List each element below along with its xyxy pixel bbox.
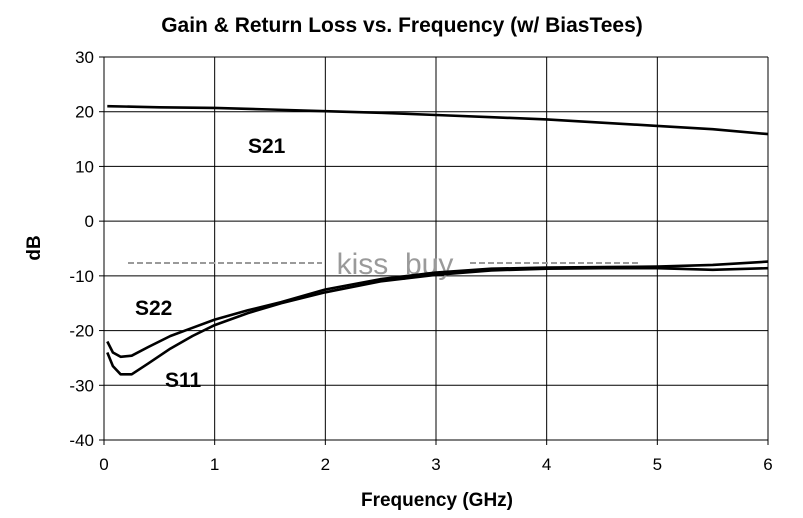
y-tick-label: 20: [75, 103, 94, 122]
y-axis-title: dB: [24, 235, 45, 260]
x-axis-ticks: 0 1 2 3 4 5 6: [99, 440, 773, 474]
x-axis-title: Frequency (GHz): [361, 490, 513, 511]
x-tick-label: 3: [431, 455, 440, 474]
x-tick-label: 5: [653, 455, 662, 474]
series-lines: [106, 104, 769, 376]
y-tick-label: -10: [69, 267, 94, 286]
x-tick-label: 6: [763, 455, 772, 474]
series-line-s21: [107, 104, 769, 136]
x-tick-label: 2: [321, 455, 330, 474]
chart-title: Gain & Return Loss vs. Frequency (w/ Bia…: [161, 14, 643, 37]
series-label-s22: S22: [135, 297, 172, 320]
series-label-s21: S21: [248, 135, 286, 158]
y-axis-ticks: -40 -30 -20 -10 0 10 20 30: [69, 48, 104, 450]
y-tick-label: 30: [75, 48, 94, 67]
x-tick-label: 0: [99, 455, 108, 474]
x-tick-label: 1: [210, 455, 219, 474]
x-tick-label: 4: [542, 455, 551, 474]
y-tick-label: 0: [85, 212, 94, 231]
y-tick-label: 10: [75, 157, 94, 176]
grid: [103, 56, 769, 441]
series-label-s11: S11: [165, 369, 202, 392]
y-tick-label: -30: [69, 376, 94, 395]
series-line-s11: [106, 266, 769, 376]
y-tick-label: -40: [69, 431, 94, 450]
y-tick-label: -20: [69, 322, 94, 341]
